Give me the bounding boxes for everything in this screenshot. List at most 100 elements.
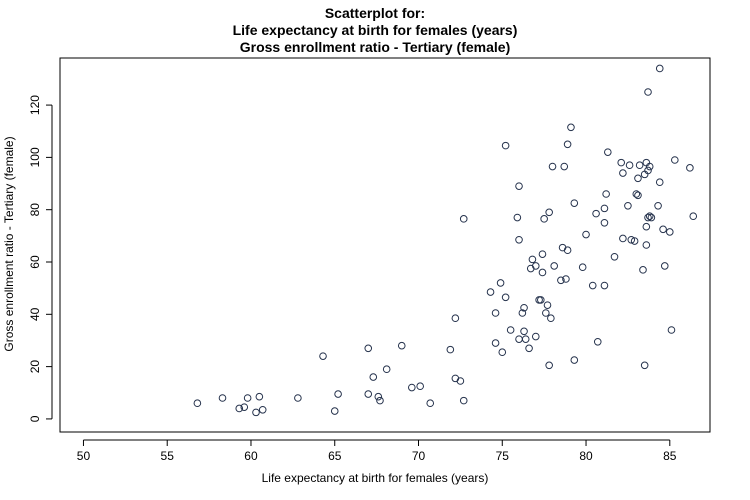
scatter-point-76 xyxy=(600,204,609,213)
scatter-point-41 xyxy=(520,303,528,312)
scatter-point-11 xyxy=(334,390,342,398)
scatter-point-91 xyxy=(634,174,642,183)
plot-frame xyxy=(59,57,711,433)
x-axis-label: Life expectancy at birth for females (ye… xyxy=(261,471,489,485)
x-tick-label-80: 80 xyxy=(579,449,593,463)
scatter-point-4 xyxy=(243,394,252,402)
scatter-point-88 xyxy=(632,190,641,198)
x-tick-label-65: 65 xyxy=(328,449,342,463)
scatter-point-111 xyxy=(671,156,679,164)
scatter-point-5 xyxy=(252,408,260,417)
scatter-point-55 xyxy=(543,301,552,309)
chart-title-line-1: Scatterplot for: xyxy=(324,5,426,21)
x-tick-label-70: 70 xyxy=(412,449,426,463)
scatter-point-67 xyxy=(567,123,575,132)
scatter-point-36 xyxy=(513,213,522,222)
scatter-point-100 xyxy=(644,213,652,222)
scatter-point-71 xyxy=(582,230,590,239)
scatter-point-22 xyxy=(446,345,455,354)
scatter-point-32 xyxy=(498,348,507,357)
scatter-point-13 xyxy=(364,390,373,398)
scatter-point-65 xyxy=(563,140,572,149)
scatter-point-25 xyxy=(456,377,465,385)
chart-title-line-3: Gross enrollment ratio - Tertiary (femal… xyxy=(239,39,511,55)
scatter-point-78 xyxy=(600,218,609,227)
y-axis-label: Gross enrollment ratio - Tertiary (femal… xyxy=(2,136,16,352)
scatter-point-90 xyxy=(635,161,644,170)
scatter-point-112 xyxy=(686,164,694,172)
scatter-point-43 xyxy=(521,335,530,343)
scatter-point-77 xyxy=(602,190,610,198)
scatter-point-63 xyxy=(560,162,569,171)
y-tick-label-0: 0 xyxy=(28,415,42,422)
scatter-point-23 xyxy=(451,314,460,323)
scatter-point-95 xyxy=(642,222,651,231)
scatter-point-28 xyxy=(486,288,495,296)
scatter-point-46 xyxy=(528,255,537,264)
scatter-point-101 xyxy=(645,162,654,171)
scatter-point-83 xyxy=(619,234,627,243)
scatter-point-75 xyxy=(600,281,609,290)
scatter-point-18 xyxy=(397,341,406,350)
x-tick-label-75: 75 xyxy=(496,449,510,463)
scatter-point-73 xyxy=(592,209,600,218)
scatter-point-29 xyxy=(491,339,500,347)
scatter-point-109 xyxy=(665,228,674,236)
scatter-point-80 xyxy=(610,252,619,261)
scatter-point-16 xyxy=(376,396,384,405)
scatter-point-56 xyxy=(545,208,553,217)
scatter-point-40 xyxy=(518,309,527,317)
scatter-point-30 xyxy=(491,309,500,317)
scatter-point-8 xyxy=(294,394,302,402)
y-tick-label-20: 20 xyxy=(28,360,42,374)
scatter-point-58 xyxy=(547,314,555,323)
y-tick-label-120: 120 xyxy=(28,95,42,115)
scatter-point-33 xyxy=(501,293,510,302)
scatter-point-1 xyxy=(218,394,227,402)
scatter-point-84 xyxy=(624,201,632,210)
scatter-point-3 xyxy=(240,403,249,411)
scatter-point-102 xyxy=(645,212,654,221)
scatter-point-87 xyxy=(630,237,639,245)
scatter-point-68 xyxy=(570,199,579,207)
scatter-point-79 xyxy=(604,148,612,156)
scatter-point-104 xyxy=(654,201,662,210)
scatter-point-12 xyxy=(364,344,373,353)
scatter-point-69 xyxy=(570,356,579,364)
scatter-point-20 xyxy=(416,382,424,391)
scatter-point-53 xyxy=(540,215,548,223)
scatter-point-21 xyxy=(426,399,435,408)
scatter-point-38 xyxy=(515,235,523,244)
x-tick-label-85: 85 xyxy=(663,449,677,463)
scatter-point-2 xyxy=(235,404,244,413)
scatter-point-103 xyxy=(647,213,656,222)
scatter-point-57 xyxy=(545,361,553,370)
scatter-point-92 xyxy=(639,266,647,274)
chart-title-line-2: Life expectancy at birth for females (ye… xyxy=(232,22,518,38)
scatter-point-86 xyxy=(627,235,636,244)
scatter-point-37 xyxy=(515,182,523,190)
x-tick-label-50: 50 xyxy=(77,449,91,463)
scatter-point-17 xyxy=(382,365,391,374)
scatter-point-96 xyxy=(642,241,651,249)
scatter-point-27 xyxy=(459,215,468,223)
scatter-point-7 xyxy=(258,405,267,414)
scatter-point-110 xyxy=(667,326,676,334)
scatter-point-113 xyxy=(689,212,698,221)
scatter-point-52 xyxy=(538,268,547,277)
scatter-point-51 xyxy=(538,250,547,258)
y-tick-label-80: 80 xyxy=(28,203,42,217)
scatter-point-35 xyxy=(506,326,515,334)
scatter-point-47 xyxy=(531,262,540,270)
scatter-point-105 xyxy=(655,178,664,187)
scatter-point-14 xyxy=(369,373,378,381)
scatter-point-50 xyxy=(536,296,545,304)
scatter-point-70 xyxy=(578,263,587,272)
scatter-point-81 xyxy=(617,158,626,167)
scatter-point-39 xyxy=(515,335,523,343)
x-tick-label-55: 55 xyxy=(161,449,175,463)
scatter-point-44 xyxy=(525,344,533,353)
scatter-point-54 xyxy=(542,309,550,317)
scatter-point-6 xyxy=(255,392,264,401)
